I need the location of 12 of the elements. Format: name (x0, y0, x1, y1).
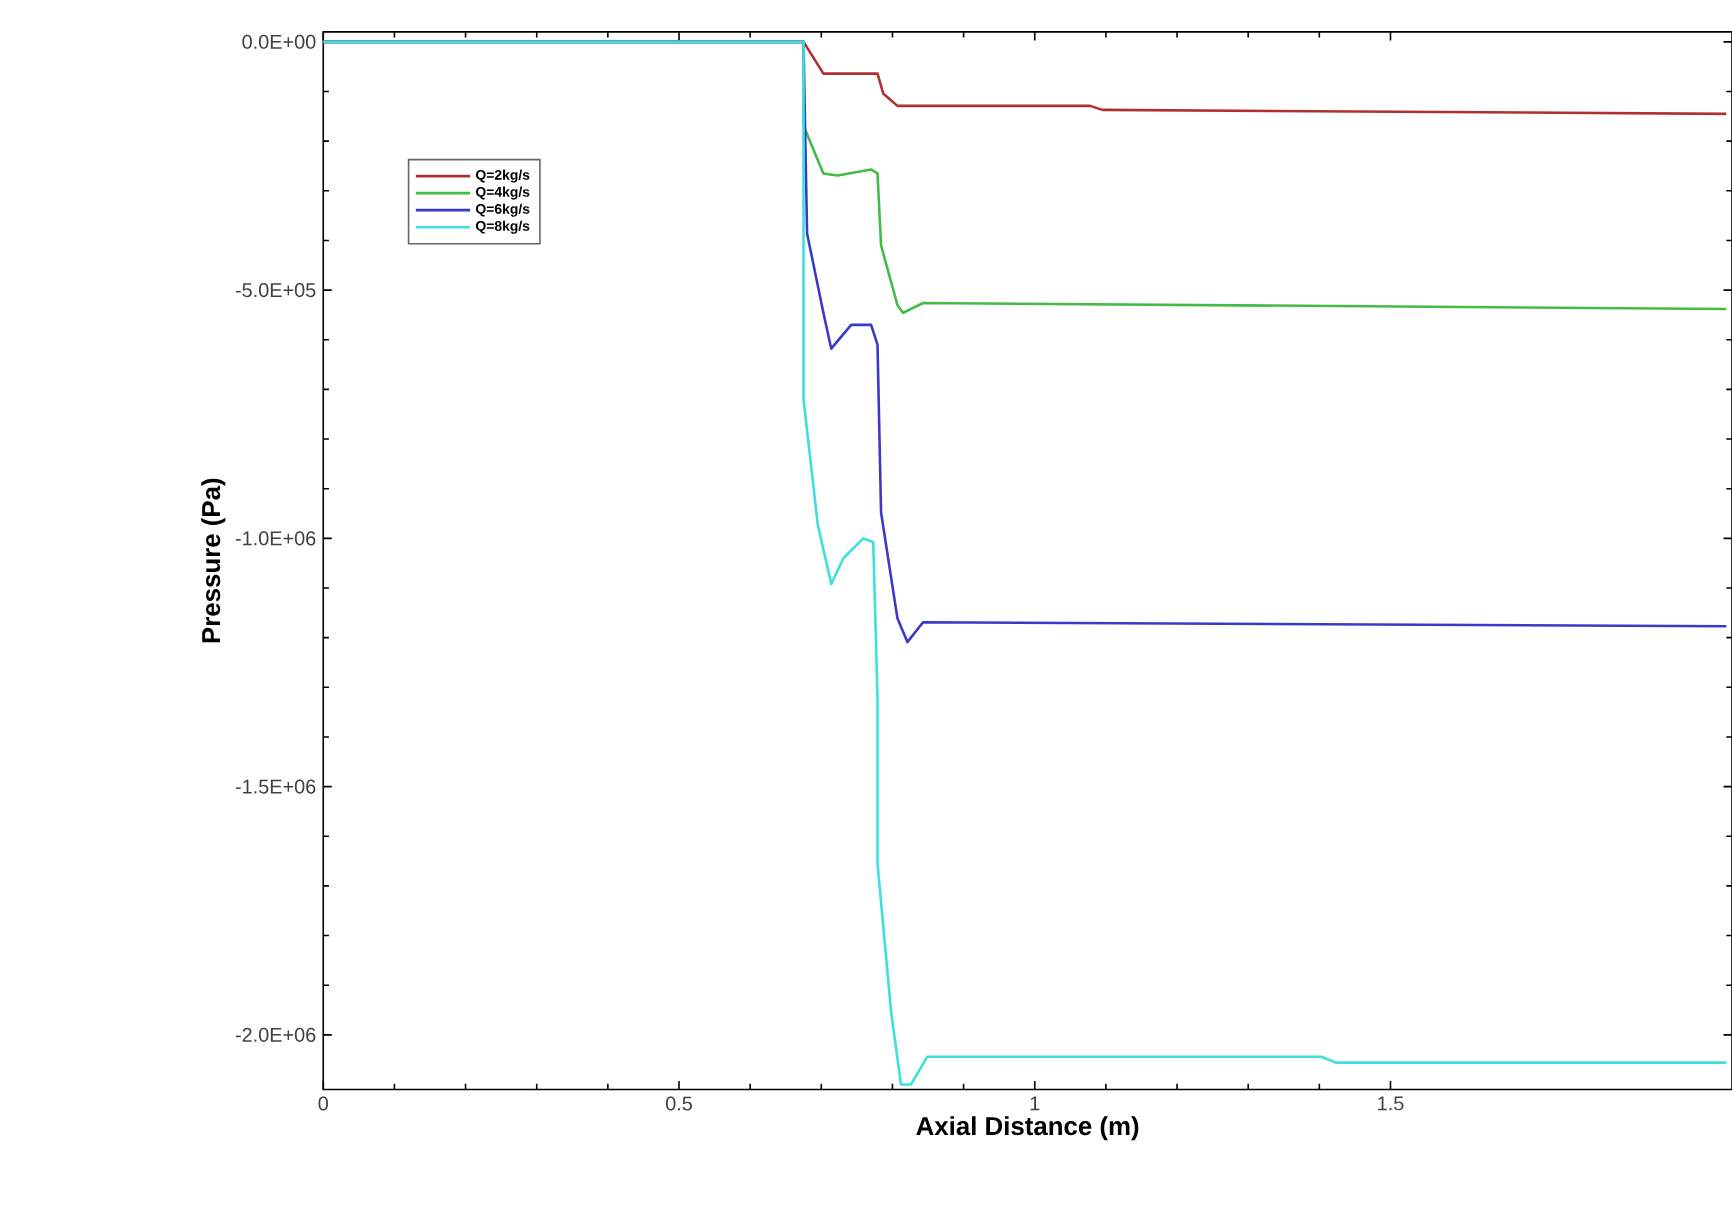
x-tick-label: 1.5 (1378, 1096, 1404, 1111)
x-axis-title: Axial Distance (m) (916, 1116, 1139, 1141)
x-tick-label: 0.5 (665, 1096, 692, 1111)
x-tick-label: 1 (1030, 1096, 1040, 1111)
y-tick-label: -2.0E+06 (235, 1028, 316, 1043)
line-series (323, 40, 1728, 1087)
y-tick-label: 0.0E+00 (242, 35, 316, 50)
y-tick-label: -1.0E+06 (235, 531, 316, 546)
x-tick-label: 0 (318, 1096, 329, 1111)
y-axis-title: Pressure (Pa) (201, 479, 226, 643)
y-tick-label: -1.5E+06 (235, 779, 316, 795)
y-tick-label: -5.0E+05 (235, 283, 316, 298)
